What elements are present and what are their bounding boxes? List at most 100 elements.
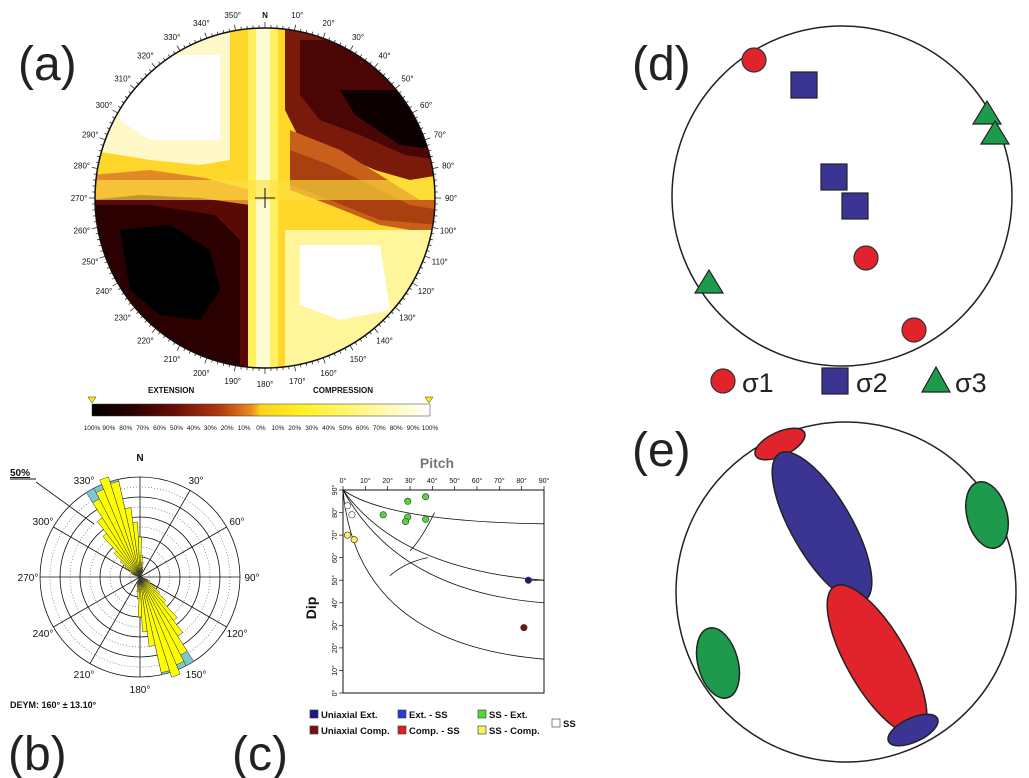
azimuth-tick [167,338,171,342]
azimuth-tick [112,277,116,280]
colorbar [91,403,431,417]
legend-sigma3-label: σ3 [955,368,987,398]
azimuth-tick [354,341,357,345]
azimuth-tick [374,328,379,334]
azimuth-tick [124,96,128,99]
azimuth-tick [432,227,439,229]
azimuth-tick [328,37,331,41]
colorbar-tick-label: 90% [102,425,115,432]
pitch-curve [342,489,545,604]
y-tick-label: 30° [331,620,339,631]
azimuth-tick [183,347,186,351]
colorbar-tick-label: 0% [256,425,266,432]
colorbar-tick-label: 70% [136,425,149,432]
azimuth-label: 210° [164,355,181,364]
x-tick-label: 30° [405,477,416,485]
azimuth-label: 120° [418,287,435,296]
dip-axis-label: Dip [303,597,319,620]
azimuth-tick [364,335,367,339]
pitch-curve [409,512,435,552]
colorbar-tick-label: 80% [390,425,403,432]
azimuth-tick [222,30,225,34]
azimuth-tick [211,359,213,363]
azimuth-tick [402,96,406,99]
azimuth-tick [128,91,132,94]
azimuth-tick [99,137,106,141]
azimuth-tick [128,302,132,305]
azimuth-tick [322,357,326,364]
extension-label: EXTENSION [148,386,194,395]
colorbar-tick-label: 80% [119,425,132,432]
y-tick-label: 70° [331,530,339,541]
azimuth-tick [167,54,171,58]
sigma2-ellipse-south [887,713,939,747]
azimuth-tick [369,331,372,335]
rose-direction-label: 180° [130,685,151,696]
azimuth-tick-marks [89,22,441,374]
azimuth-tick [405,100,409,104]
azimuth-label: 80° [442,162,454,171]
azimuth-tick [124,297,128,300]
sigma2-marker [790,71,818,99]
azimuth-tick [95,161,99,163]
azimuth-label: 200° [193,369,210,378]
azimuth-label: 40° [379,52,391,61]
pitch-legend-swatch [477,725,487,735]
azimuth-tick [173,341,176,345]
azimuth-tick [148,69,152,72]
rose-petal [139,576,167,604]
panel-label-a: (a) [18,38,77,91]
azimuth-tick [317,33,319,37]
azimuth-tick [354,51,357,55]
azimuth-tick [391,81,394,85]
rose-petal [139,576,148,581]
azimuth-label: 30° [352,33,364,42]
azimuth-tick [98,244,102,247]
rose-scale-label: 50% [10,468,30,479]
rose-petal [139,576,148,633]
pitch-legend-swatch [477,709,487,719]
sigma3-ellipse-west [695,627,741,699]
x-tick-label: 50° [449,477,460,485]
pitch-legend-swatch [309,725,319,735]
azimuth-label: 110° [432,258,448,267]
x-tick-label: 0° [340,477,347,485]
colorbar-marker-left [87,396,97,404]
rose-petal [113,550,141,578]
azimuth-tick [432,167,439,169]
pitch-legend-swatch [397,725,407,735]
azimuth-tick [194,353,197,357]
azimuth-tick [429,238,433,241]
azimuth-tick [333,353,336,357]
rose-petal [137,536,143,578]
azimuth-tick [428,149,432,152]
azimuth-tick [402,297,406,300]
azimuth-tick [391,311,394,315]
azimuth-tick [294,24,296,31]
colorbar-tick-label: 40% [322,425,335,432]
colorbar-tick-label: 40% [187,425,200,432]
x-tick-label: 70° [494,477,505,485]
rose-petal [139,576,181,678]
colorbar-tick-label: 30% [305,425,318,432]
azimuth-label: 310° [114,74,131,83]
colorbar-tick-label: 10% [271,425,284,432]
rose-petal [132,573,141,578]
y-tick-label: 50° [331,575,339,586]
rose-caption: DEYM: 160° ± 13.10° [10,700,97,710]
azimuth-tick [311,361,314,365]
rose-petal [139,576,170,673]
legend-sigma1-symbol [710,368,736,394]
pitch-point [348,511,356,519]
pitch-legend-label: SS [563,719,576,730]
azimuth-tick [417,272,421,275]
azimuth-tick [349,45,354,51]
y-tick-label: 10° [331,665,339,676]
azimuth-label: 280° [74,162,91,171]
azimuth-tick [395,84,401,89]
azimuth-tick [176,345,181,351]
rose-direction-label: 240° [33,629,54,640]
azimuth-tick [408,106,412,109]
colorbar-tick-label: 60% [153,425,166,432]
pitch-legend-label: Uniaxial Comp. [321,726,390,737]
